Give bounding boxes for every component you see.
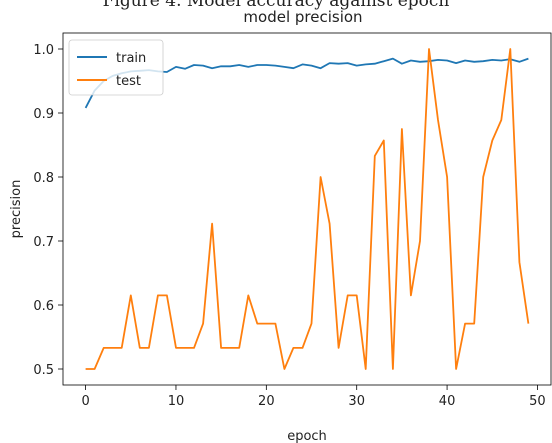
cropped-caption: Figure 4. Model accuracy against epoch bbox=[102, 0, 450, 11]
x-tick-label: 30 bbox=[348, 394, 365, 409]
x-tick-label: 20 bbox=[258, 394, 275, 409]
chart-title: model precision bbox=[243, 8, 362, 26]
y-tick-label: 0.6 bbox=[33, 299, 54, 314]
legend: train test bbox=[68, 39, 164, 96]
legend-box bbox=[68, 39, 164, 96]
y-tick-label: 0.7 bbox=[33, 235, 54, 250]
x-tick-label: 40 bbox=[439, 394, 456, 409]
x-axis-label: epoch bbox=[287, 429, 327, 443]
x-tick-label: 10 bbox=[168, 394, 185, 409]
y-tick-label: 0.8 bbox=[33, 171, 54, 186]
y-axis-label: precision bbox=[9, 180, 24, 239]
y-tick-label: 1.0 bbox=[33, 43, 54, 58]
x-tick-label: 50 bbox=[529, 394, 546, 409]
legend-label-train: train bbox=[116, 51, 146, 66]
x-tick-label: 0 bbox=[81, 394, 89, 409]
plot-area-frame bbox=[62, 32, 552, 386]
y-tick-label: 0.5 bbox=[33, 363, 54, 378]
y-tick-label: 0.9 bbox=[33, 107, 54, 122]
x-axis: 0 10 20 30 40 50 bbox=[81, 385, 546, 409]
legend-label-test: test bbox=[116, 74, 141, 89]
series-lines bbox=[84, 48, 530, 370]
y-axis: 0.5 0.6 0.7 0.8 0.9 1.0 bbox=[33, 43, 63, 378]
series-line-test bbox=[85, 48, 530, 370]
